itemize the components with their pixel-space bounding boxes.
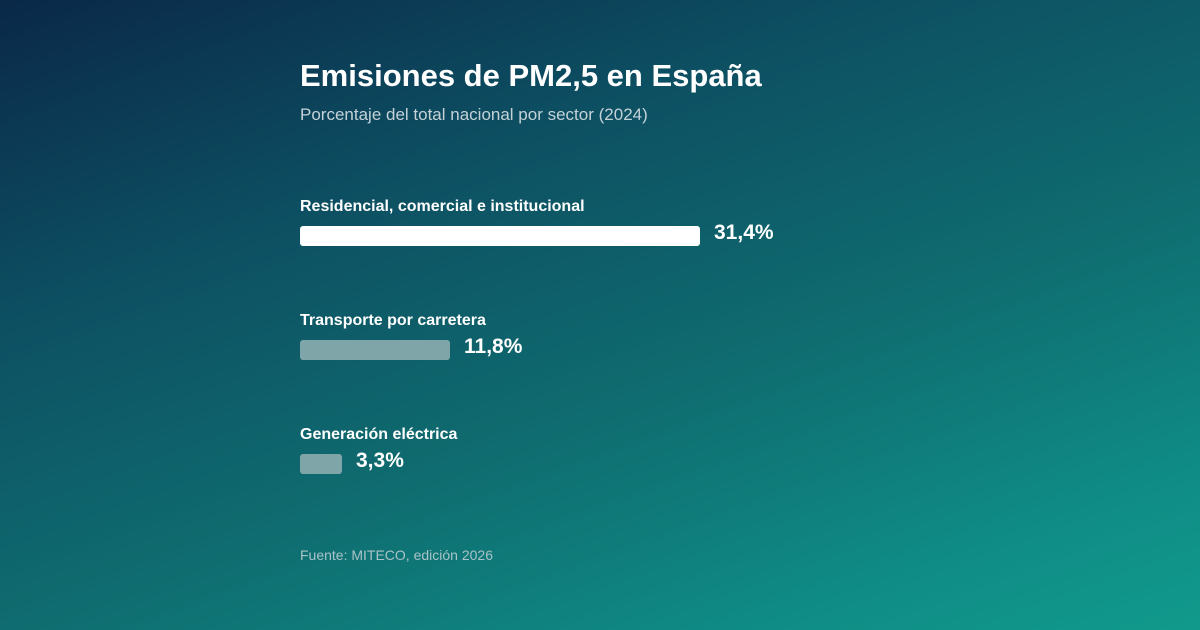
bar — [300, 340, 450, 360]
bar — [300, 454, 342, 474]
chart-subtitle: Porcentaje del total nacional por sector… — [300, 105, 648, 124]
bar — [300, 226, 700, 246]
source-note: Fuente: MITECO, edición 2026 — [300, 547, 493, 563]
bar-category-label: Generación eléctrica — [300, 426, 458, 443]
bar-category-label: Transporte por carretera — [300, 312, 486, 329]
bar-value-label: 31,4% — [714, 221, 774, 244]
bar-value-label: 11,8% — [464, 335, 523, 358]
chart-title: Emisiones de PM2,5 en España — [300, 58, 762, 93]
bar-row: Transporte por carretera 11,8% — [300, 312, 1000, 372]
bar-value-label: 3,3% — [356, 449, 404, 472]
bar-category-label: Residencial, comercial e institucional — [300, 198, 585, 215]
chart-card: Emisiones de PM2,5 en España Porcentaje … — [300, 0, 1100, 630]
bar-row: Residencial, comercial e institucional 31… — [300, 198, 1000, 258]
bar-row: Generación eléctrica 3,3% — [300, 426, 1000, 486]
